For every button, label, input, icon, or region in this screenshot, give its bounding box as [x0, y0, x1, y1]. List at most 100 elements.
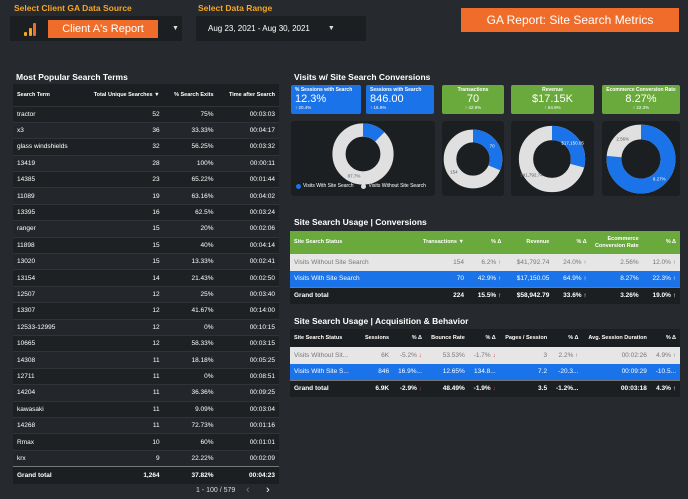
col-delta[interactable]: % Δ	[665, 334, 676, 341]
col-delta[interactable]: % Δ	[665, 239, 676, 246]
table-row[interactable]: 14204 11 36.36% 00:09:25	[13, 384, 279, 402]
table-row[interactable]: Visits With Site S... 846 16.9%... 12.65…	[290, 363, 680, 380]
table-row[interactable]: krx 9 22.22% 00:02:09	[13, 449, 279, 467]
table-row[interactable]: 11089 19 63.16% 00:04:02	[13, 187, 279, 205]
pagination-label: 1 - 100 / 579	[196, 487, 236, 494]
col-search-exits[interactable]: % Search Exits	[163, 84, 218, 106]
col-delta[interactable]: % Δ	[411, 334, 422, 341]
cell: -20.3...	[558, 368, 579, 375]
table-row[interactable]: 12507 12 25% 00:03:40	[13, 285, 279, 303]
cell: 18.18%	[163, 351, 218, 369]
cell: 12711	[13, 367, 80, 385]
col-delta[interactable]: % Δ	[485, 334, 496, 341]
table-row[interactable]: 13307 12 41.67% 00:14:00	[13, 302, 279, 320]
table-row[interactable]: 12711 11 0% 00:08:51	[13, 367, 279, 385]
conversions-title: Visits w/ Site Search Conversions	[294, 72, 431, 82]
cell: 32	[79, 138, 164, 156]
table-row[interactable]: kawasaki 11 9.09% 00:03:04	[13, 400, 279, 418]
table-row[interactable]: Rmax 10 60% 00:01:01	[13, 433, 279, 451]
col-avg-duration[interactable]: Avg. Session Duration	[588, 334, 647, 341]
table-row[interactable]: Visits Without Sit... 6K -5.2% ↓ 53.53% …	[290, 347, 680, 364]
cell: 00:02:50	[217, 269, 279, 287]
date-range-value: Aug 23, 2021 - Aug 30, 2021	[208, 24, 310, 33]
table-row[interactable]: 14268 11 72.73% 00:01:16	[13, 416, 279, 434]
table-row[interactable]: ranger 15 20% 00:02:06	[13, 220, 279, 238]
col-delta[interactable]: % Δ	[491, 239, 502, 246]
col-time-after-search[interactable]: Time after Search	[217, 84, 279, 106]
data-source-dropdown[interactable]: Client A's Report ▼	[10, 16, 182, 41]
cell: 0%	[163, 367, 218, 385]
cell: -1.7% ↓	[473, 351, 496, 359]
table-row[interactable]: Visits Without Site Search 154 6.2% ↑ $4…	[290, 254, 680, 271]
col-conversion-rate[interactable]: Ecommerce Conversion Rate	[594, 236, 639, 249]
cell: 00:04:02	[217, 187, 279, 205]
kpi-value: 8.27%	[625, 93, 657, 105]
col-delta[interactable]: % Δ	[568, 334, 579, 341]
cell: 70	[456, 275, 464, 282]
col-bounce-rate[interactable]: Bounce Rate	[431, 334, 465, 341]
total-value: 37.82%	[163, 466, 218, 484]
table-row[interactable]: 13154 14 21.43% 00:02:50	[13, 269, 279, 287]
cell: 33.6% ↑	[563, 292, 587, 299]
bar-chart-icon	[24, 22, 38, 36]
col-status[interactable]: Site Search Status	[294, 334, 343, 341]
cell: Visits Without Sit...	[294, 351, 349, 359]
date-range-dropdown[interactable]: Aug 23, 2021 - Aug 30, 2021 ▼	[196, 16, 366, 41]
donut-chart-conversion: 8.27% 2.56%	[606, 124, 676, 194]
col-pages-session[interactable]: Pages / Session	[505, 334, 548, 341]
table-row[interactable]: 13395 16 62.5% 00:03:24	[13, 203, 279, 221]
cell: 6.2% ↑	[481, 258, 502, 266]
slice-label-with: 70	[490, 144, 496, 149]
cell: 11	[79, 351, 164, 369]
cell: ranger	[13, 220, 80, 238]
table-row[interactable]: 13020 15 13.33% 00:02:41	[13, 253, 279, 270]
chevron-down-icon[interactable]: ▼	[172, 25, 179, 32]
cell: 48.49%	[442, 385, 465, 392]
donut-legend: Visits With Site Search Visits Without S…	[296, 183, 426, 189]
cell: 13154	[13, 269, 80, 287]
cell: 65.22%	[163, 171, 218, 188]
cell: 64.9% ↑	[563, 275, 587, 282]
chevron-down-icon[interactable]: ▼	[327, 25, 335, 32]
col-status[interactable]: Site Search Status	[294, 239, 343, 246]
cell: 00:03:04	[217, 400, 279, 418]
table-row[interactable]: 12533-12995 12 0% 00:10:15	[13, 318, 279, 336]
next-page-icon[interactable]: ›	[266, 484, 270, 496]
cell: 14385	[13, 171, 80, 188]
col-sessions[interactable]: Sessions	[364, 334, 390, 341]
table-row[interactable]: 14385 23 65.22% 00:01:44	[13, 171, 279, 188]
table-row[interactable]: tractor 52 75% 00:03:03	[13, 105, 279, 123]
col-transactions[interactable]: Transactions ▼	[423, 239, 464, 246]
donut-panel-revenue: $17,150.05 $41,792.74	[511, 121, 594, 196]
cell: 16	[79, 203, 164, 221]
cell: -1.9% ↓	[473, 385, 496, 392]
cell: 3.26%	[620, 292, 639, 299]
table-row[interactable]: Visits With Site Search 70 42.9% ↑ $17,1…	[290, 270, 680, 287]
cell: 00:03:03	[217, 105, 279, 123]
cell: Visits Without Site Search	[294, 258, 369, 266]
cell: 41.67%	[163, 302, 218, 320]
cell: 13020	[13, 253, 80, 270]
usage-behavior-table: Site Search Status Sessions % Δ Bounce R…	[290, 329, 680, 397]
table-row[interactable]: 11898 15 40% 00:04:14	[13, 236, 279, 254]
slice-with-search	[443, 129, 503, 189]
table-total-row: Grand total 224 15.5% ↑ $58,942.79 33.6%…	[290, 287, 680, 304]
col-search-term[interactable]: Search Term	[13, 84, 80, 106]
cell: 00:03:40	[217, 285, 279, 303]
prev-page-icon[interactable]: ‹	[246, 484, 250, 496]
kpi-delta: ↑ 20.4%	[295, 105, 312, 110]
table-row[interactable]: glass windshields 32 56.25% 00:03:32	[13, 138, 279, 156]
table-row[interactable]: 14308 11 18.18% 00:05:25	[13, 351, 279, 369]
table-row[interactable]: x3 36 33.33% 00:04:17	[13, 121, 279, 139]
col-delta[interactable]: % Δ	[576, 239, 587, 246]
col-revenue[interactable]: Revenue	[526, 239, 550, 246]
cell: 12	[79, 334, 164, 352]
cell: 19	[79, 187, 164, 205]
table-row[interactable]: 13419 28 100% 00:00:11	[13, 154, 279, 172]
cell: 00:09:29	[621, 368, 647, 375]
cell: glass windshields	[13, 138, 80, 156]
table-row[interactable]: 10665 12 58.33% 00:03:15	[13, 334, 279, 352]
cell: 11898	[13, 236, 80, 254]
cell: Rmax	[13, 433, 80, 451]
col-unique-searches[interactable]: Total Unique Searches ▼	[79, 84, 164, 106]
